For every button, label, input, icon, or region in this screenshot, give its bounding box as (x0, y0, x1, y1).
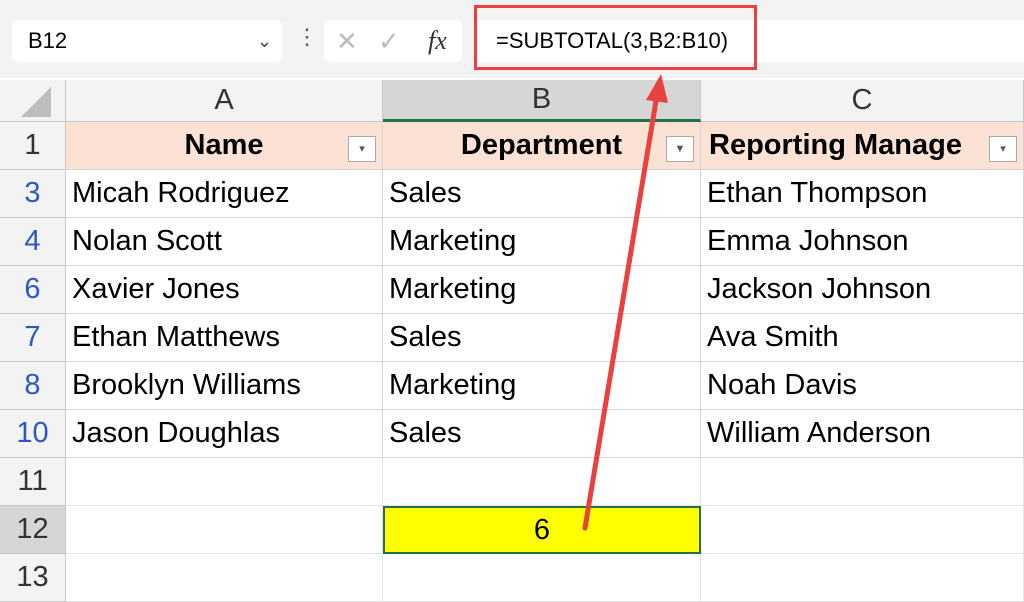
header-label: Reporting Manage (709, 129, 962, 161)
formula-bar-area: B12 ⌄ ⋮ ✕ ✓ fx =SUBTOTAL(3,B2:B10) (0, 0, 1024, 78)
filter-dropdown-icon[interactable]: ▾ (989, 136, 1017, 162)
select-all-corner[interactable] (0, 80, 66, 122)
fx-icon[interactable]: fx (428, 26, 447, 55)
table-cell[interactable]: Xavier Jones (66, 266, 383, 314)
table-cell[interactable]: Marketing (383, 362, 701, 410)
filter-dropdown-icon[interactable]: ▾ (348, 136, 376, 162)
row-header[interactable]: 12 (0, 506, 66, 554)
cancel-icon[interactable]: ✕ (336, 26, 358, 56)
row-header[interactable]: 4 (0, 218, 66, 266)
confirm-icon[interactable]: ✓ (378, 26, 400, 56)
column-header-B[interactable]: B (383, 80, 701, 122)
chevron-down-icon[interactable]: ⌄ (256, 31, 272, 51)
table-cell[interactable]: Jason Doughlas (66, 410, 383, 458)
table-header-cell: Reporting Manage ▾ (701, 122, 1024, 170)
name-box[interactable]: B12 ⌄ (12, 20, 282, 62)
row-header[interactable]: 8 (0, 362, 66, 410)
row-header[interactable]: 7 (0, 314, 66, 362)
column-header-A[interactable]: A (66, 80, 383, 122)
name-box-value: B12 (28, 28, 68, 53)
table-cell[interactable]: Sales (383, 410, 701, 458)
header-label: Name (184, 129, 264, 161)
annotation-arrow (582, 74, 668, 531)
table-cell[interactable]: Marketing (383, 218, 701, 266)
empty-cell[interactable] (383, 458, 701, 506)
table-cell[interactable]: William Anderson (701, 410, 1024, 458)
table-header-cell: Name ▾ (66, 122, 383, 170)
header-label: Department (460, 129, 623, 161)
row-header[interactable]: 3 (0, 170, 66, 218)
result-cell-b12[interactable]: 6 (383, 506, 701, 554)
row-header[interactable]: 6 (0, 266, 66, 314)
table-cell[interactable]: Ava Smith (701, 314, 1024, 362)
table-cell[interactable]: Jackson Johnson (701, 266, 1024, 314)
table-cell[interactable]: Micah Rodriguez (66, 170, 383, 218)
annotation-highlight-box (474, 5, 757, 70)
filter-active-icon[interactable]: ▼ (666, 136, 694, 162)
table-cell[interactable]: Ethan Matthews (66, 314, 383, 362)
table-cell[interactable]: Emma Johnson (701, 218, 1024, 266)
table-cell[interactable]: Brooklyn Williams (66, 362, 383, 410)
table-cell[interactable]: Ethan Thompson (701, 170, 1024, 218)
row-header[interactable]: 1 (0, 122, 66, 170)
table-cell[interactable]: Sales (383, 170, 701, 218)
table-cell[interactable]: Marketing (383, 266, 701, 314)
formula-input[interactable]: =SUBTOTAL(3,B2:B10) (478, 20, 1024, 62)
corner-triangle-icon (20, 86, 51, 117)
row-header[interactable]: 10 (0, 410, 66, 458)
empty-cell[interactable] (66, 458, 383, 506)
empty-cell[interactable] (66, 506, 383, 554)
column-header-C[interactable]: C (701, 80, 1024, 122)
table-cell[interactable]: Nolan Scott (66, 218, 383, 266)
table-cell[interactable]: Sales (383, 314, 701, 362)
formula-buttons: ✕ ✓ fx (324, 20, 462, 62)
more-icon[interactable]: ⋮ (296, 24, 318, 49)
table-cell[interactable]: Noah Davis (701, 362, 1024, 410)
row-header[interactable]: 11 (0, 458, 66, 506)
